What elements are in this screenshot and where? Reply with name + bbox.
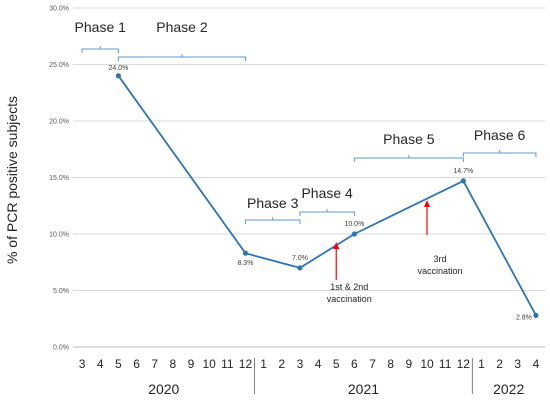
data-point: [297, 265, 303, 271]
phase-bracket: [117, 54, 246, 61]
x-tick-label: 4: [315, 357, 322, 371]
phase-bracket: [81, 46, 119, 53]
x-tick-label: 2: [496, 357, 503, 371]
y-tick-label: 15.0%: [49, 175, 69, 182]
y-axis-label: % of PCR positive subjects: [4, 96, 20, 264]
x-tick-label: 12: [457, 357, 471, 371]
data-point: [460, 178, 466, 184]
phase-label: Phase 4: [301, 185, 353, 201]
x-tick-label: 4: [97, 357, 104, 371]
x-tick-label: 3: [79, 357, 86, 371]
y-tick-label: 20.0%: [49, 119, 69, 126]
y-tick-label: 30.0%: [49, 6, 69, 13]
x-tick-label: 6: [133, 357, 140, 371]
phase-label: Phase 2: [156, 19, 208, 35]
vaccination-label: vaccination: [327, 294, 372, 304]
data-point: [115, 73, 121, 79]
data-point: [533, 312, 539, 318]
x-tick-label: 1: [478, 357, 485, 371]
x-tick-label: 12: [239, 357, 253, 371]
x-tick-label: 3: [297, 357, 304, 371]
x-tick-label: 9: [188, 357, 195, 371]
vaccination-label: 3rd: [433, 254, 446, 264]
x-tick-label: 11: [439, 357, 452, 371]
y-tick-label: 0.0%: [53, 345, 69, 352]
phase-label: Phase 1: [75, 19, 127, 35]
year-label: 2022: [493, 381, 524, 397]
x-tick-label: 2: [278, 357, 285, 371]
data-label: 14.7%: [453, 168, 473, 175]
x-tick-label: 8: [387, 357, 394, 371]
phase-label: Phase 5: [383, 131, 435, 147]
vaccination-label: 1st & 2nd: [330, 282, 368, 292]
x-tick-label: 8: [170, 357, 177, 371]
x-tick-label: 3: [514, 357, 521, 371]
x-tick-label: 1: [260, 357, 267, 371]
vaccination-arrowhead: [333, 242, 340, 249]
phase-bracket: [244, 217, 301, 224]
x-tick-label: 7: [369, 357, 376, 371]
phase-bracket: [353, 155, 464, 162]
y-tick-label: 25.0%: [49, 62, 69, 69]
data-label: 10.0%: [344, 221, 364, 228]
series-line: [117, 75, 537, 316]
x-tick-label: 11: [221, 357, 234, 371]
x-tick-label: 6: [351, 357, 358, 371]
year-label: 2020: [148, 381, 179, 397]
phase-bracket: [299, 209, 355, 216]
x-tick-label: 7: [151, 357, 158, 371]
y-tick-label: 10.0%: [49, 232, 69, 239]
data-label: 24.0%: [108, 65, 128, 72]
year-label: 2021: [348, 381, 379, 397]
x-tick-label: 5: [333, 357, 340, 371]
data-point: [351, 231, 357, 237]
phase-label: Phase 6: [474, 127, 526, 143]
data-label: 8.3%: [237, 260, 253, 267]
data-label: 7.0%: [292, 255, 308, 262]
x-tick-label: 9: [406, 357, 413, 371]
vaccination-arrowhead: [424, 200, 430, 207]
y-tick-label: 5.0%: [53, 288, 69, 295]
data-label: 2.8%: [516, 314, 532, 321]
x-tick-label: 5: [115, 357, 122, 371]
phase-label: Phase 3: [247, 195, 299, 211]
x-tick-label: 4: [533, 357, 540, 371]
vaccination-label: vaccination: [417, 266, 462, 276]
phase-bracket: [462, 150, 537, 157]
x-tick-label: 10: [202, 357, 216, 371]
data-point: [242, 250, 249, 256]
x-tick-label: 10: [420, 357, 434, 371]
